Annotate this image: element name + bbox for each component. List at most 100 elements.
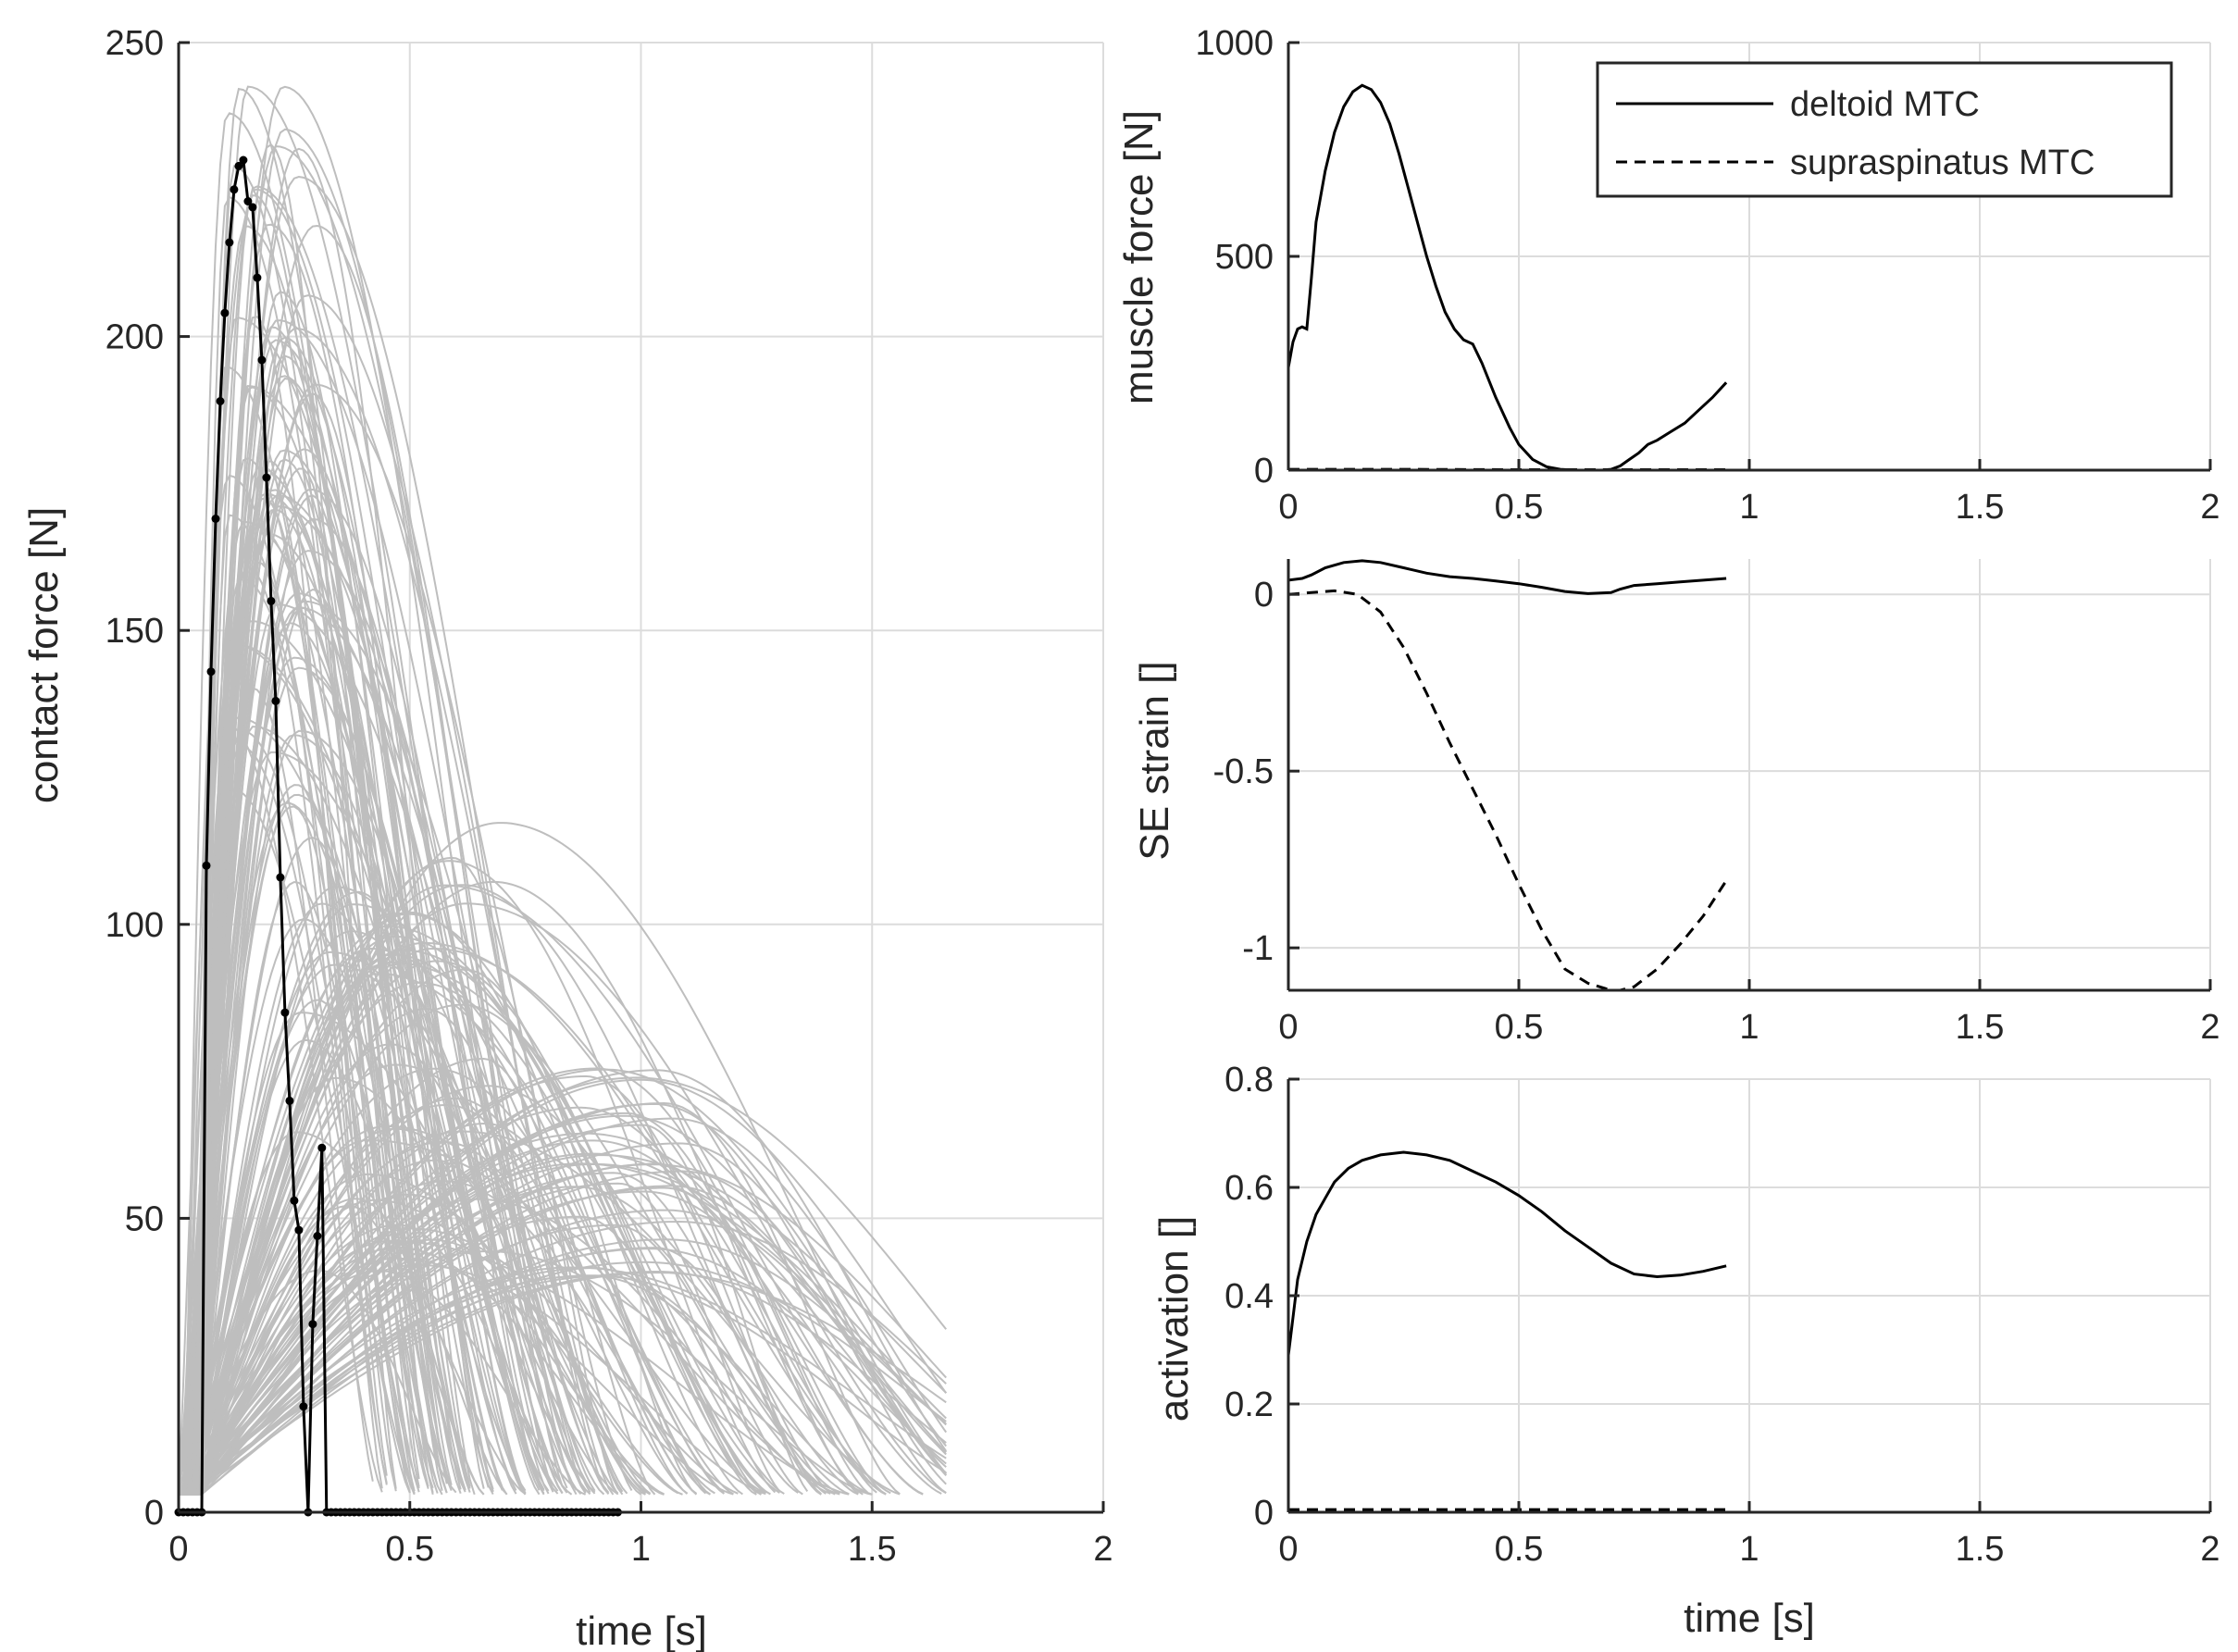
contact-ensemble-curve <box>178 1067 726 1496</box>
grid-layer <box>178 42 2211 1513</box>
contact-ensemble <box>178 85 948 1496</box>
contact-data-point <box>206 667 216 677</box>
contact-ensemble-curve <box>179 788 416 1496</box>
muscle-ytick-label: 0 <box>1254 452 1274 491</box>
activation-ytick-label: 0 <box>1254 1494 1274 1533</box>
contact-data-point <box>313 1232 322 1240</box>
strain-ytick-label: 0 <box>1254 576 1274 615</box>
activation-ylabel: activation [] <box>1151 1216 1197 1422</box>
contact-ytick-label: 200 <box>106 318 164 357</box>
contact-data-point <box>290 1196 299 1205</box>
contact-data-point <box>216 397 225 405</box>
strain-ytick-label: -1 <box>1242 929 1274 968</box>
contact-ensemble-curve <box>179 1076 596 1496</box>
contact-ensemble-curve <box>178 508 466 1496</box>
muscle-xtick-label: 0 <box>1278 488 1298 527</box>
strain-xtick-label: 1.5 <box>1956 1008 2005 1047</box>
activation-xtick-label: 0.5 <box>1495 1530 1544 1569</box>
activation-xtick-label: 2 <box>2200 1530 2219 1569</box>
contact-ensemble-curve <box>178 1162 947 1496</box>
strain-xtick-label: 1 <box>1739 1008 1759 1047</box>
activation-xlabel: time [s] <box>1684 1596 1815 1641</box>
contact-ylabel: contact force [N] <box>21 507 67 803</box>
contact-xtick-label: 2 <box>1093 1530 1113 1569</box>
contact-data-point <box>220 308 230 317</box>
muscle-xtick-label: 1 <box>1739 488 1759 527</box>
contact-ensemble-curve <box>179 489 471 1496</box>
activation-series-deltoid <box>1287 1150 1727 1356</box>
muscle-ylabel: muscle force [N] <box>1116 110 1162 404</box>
contact-ytick-label: 100 <box>106 906 164 945</box>
contact-data-point <box>248 203 257 212</box>
activation-ytick-label: 0.8 <box>1225 1061 1274 1099</box>
muscle-ytick-label: 500 <box>1215 238 1274 277</box>
strain-axes <box>1287 559 2211 990</box>
contact-ensemble-curve <box>179 1223 573 1496</box>
contact-data-point <box>234 161 243 170</box>
contact-ensemble-curve <box>179 188 522 1496</box>
strain-xtick-label: 0 <box>1278 1008 1298 1047</box>
contact-data-point <box>317 1143 327 1152</box>
legend-label-deltoid: deltoid MTC <box>1790 85 1980 124</box>
se-strain-panel: SE strain [] <box>1132 661 1177 860</box>
contact-ensemble-curve <box>179 1190 942 1496</box>
contact-ytick-label: 250 <box>106 24 164 63</box>
contact-ensemble-curve <box>179 656 545 1496</box>
contact-ensemble-curve <box>179 467 420 1496</box>
contact-xtick-label: 0 <box>168 1530 188 1569</box>
contact-data-point <box>243 197 253 205</box>
contact-ensemble-curve <box>178 751 591 1496</box>
contact-ensemble-curve <box>179 856 619 1496</box>
contact-ensemble-curve <box>179 339 522 1496</box>
plot-layer <box>174 83 1728 1517</box>
contact-ensemble-curve <box>179 1204 485 1496</box>
activation-ytick-label: 0.2 <box>1225 1385 1274 1424</box>
muscle-force-panel: muscle force [N] <box>1116 110 1162 404</box>
contact-ensemble-curve <box>179 1131 527 1496</box>
contact-ensemble-curve <box>178 592 578 1496</box>
contact-ensemble-curve <box>178 1257 734 1496</box>
contact-ensemble-curve <box>179 128 578 1496</box>
contact-frame: 0 0.5 1 1.5 2 0 50 100 150 200 250 <box>106 24 1113 1569</box>
contact-force-panel: contact force [N] time [s] <box>21 507 707 1652</box>
contact-xtick-label: 1 <box>631 1530 651 1569</box>
contact-ensemble-curve <box>179 1106 887 1496</box>
contact-ensemble-curve <box>179 316 383 1496</box>
contact-ensemble-curve <box>179 392 476 1496</box>
contact-ensemble-curve <box>179 1057 656 1496</box>
strain-frame: 0 0.5 1 1.5 2 -1 -0.5 0 <box>1213 559 2220 1047</box>
contact-data-point <box>257 355 267 365</box>
contact-data-point <box>211 515 220 523</box>
contact-data-point <box>262 473 271 482</box>
contact-data-point <box>225 238 234 247</box>
contact-data-point <box>239 155 248 165</box>
activation-frame: 0 0.5 1 1.5 2 0 0.2 0.4 0.6 0.8 <box>1225 1061 2219 1569</box>
strain-ytick-label: -0.5 <box>1213 752 1274 791</box>
strain-series-deltoid <box>1287 559 1727 595</box>
contact-ensemble-curve <box>179 726 550 1496</box>
contact-ensemble-curve <box>179 902 947 1496</box>
legend-box <box>1596 61 2173 198</box>
contact-xlabel: time [s] <box>576 1609 707 1652</box>
contact-ensemble-curve <box>179 145 587 1496</box>
activation-panel: activation [] time [s] <box>1151 1216 1815 1641</box>
contact-ensemble-curve <box>179 884 924 1496</box>
contact-ytick-label: 0 <box>144 1494 164 1533</box>
contact-data-point <box>267 596 276 605</box>
contact-ensemble-curve <box>179 532 527 1496</box>
strain-xtick-label: 0.5 <box>1495 1008 1544 1047</box>
contact-data-point <box>299 1402 308 1411</box>
legend-label-supraspinatus: supraspinatus MTC <box>1790 143 2095 182</box>
contact-data-point <box>285 1096 294 1105</box>
contact-ensemble-curve <box>178 884 827 1496</box>
contact-ensemble-curve <box>179 1078 948 1496</box>
activation-ytick-label: 0.6 <box>1225 1169 1274 1208</box>
muscle-frame: 0 0.5 1 1.5 2 0 500 1000 <box>1195 24 2219 527</box>
contact-ytick-label: 150 <box>106 612 164 651</box>
muscle-xtick-label: 2 <box>2200 488 2219 527</box>
contact-xtick-label: 1.5 <box>848 1530 897 1569</box>
contact-ensemble-curve <box>179 902 517 1496</box>
contact-ensemble-curve <box>178 941 887 1496</box>
contact-ytick-label: 50 <box>125 1199 164 1238</box>
